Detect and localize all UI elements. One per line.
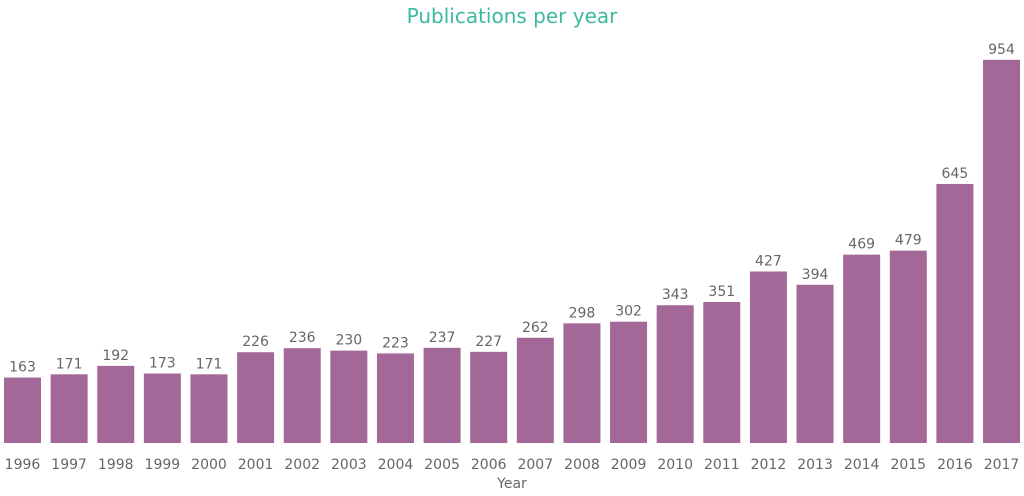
bar-2003 <box>330 350 368 443</box>
bar-2009 <box>610 321 648 443</box>
data-label-1996: 163 <box>9 360 36 376</box>
chart-title: Publications per year <box>406 4 618 28</box>
bar-2005 <box>423 347 461 443</box>
bar-2011 <box>703 302 741 443</box>
data-label-2012: 427 <box>755 254 782 270</box>
bar-2002 <box>283 348 321 443</box>
bar-2013 <box>796 284 834 443</box>
x-tick-label-2008: 2008 <box>564 457 600 473</box>
x-tick-label-2012: 2012 <box>751 457 787 473</box>
bar-1997 <box>50 374 88 443</box>
bar-2001 <box>237 352 275 443</box>
bar-2007 <box>516 337 554 443</box>
data-label-1997: 171 <box>56 356 83 372</box>
bar-1998 <box>97 365 135 443</box>
data-label-2000: 171 <box>196 356 223 372</box>
data-label-2016: 645 <box>942 166 969 182</box>
bar-1996 <box>4 377 41 443</box>
x-tick-label-2017: 2017 <box>984 457 1020 473</box>
x-tick-label-2009: 2009 <box>611 457 647 473</box>
x-tick-label-2003: 2003 <box>331 457 367 473</box>
data-label-2009: 302 <box>615 304 642 320</box>
data-label-2011: 351 <box>708 284 735 300</box>
x-tick-label-2004: 2004 <box>378 457 414 473</box>
bar-2012 <box>749 271 787 443</box>
x-tick-label-1996: 1996 <box>5 457 41 473</box>
x-tick-label-2006: 2006 <box>471 457 507 473</box>
x-tick-label-1999: 1999 <box>145 457 181 473</box>
x-tick-label-2016: 2016 <box>937 457 973 473</box>
x-tick-label-2014: 2014 <box>844 457 880 473</box>
bar-1999 <box>143 373 181 443</box>
data-label-2004: 223 <box>382 335 409 351</box>
x-tick-label-2010: 2010 <box>657 457 693 473</box>
x-tick-label-2002: 2002 <box>284 457 320 473</box>
bar-2006 <box>470 351 508 443</box>
x-tick-label-2013: 2013 <box>797 457 833 473</box>
bar-2004 <box>376 353 414 443</box>
data-label-2014: 469 <box>848 237 875 253</box>
bar-2015 <box>889 250 927 443</box>
x-tick-label-1997: 1997 <box>51 457 87 473</box>
data-label-2003: 230 <box>335 333 362 349</box>
x-tick-label-2015: 2015 <box>890 457 926 473</box>
x-tick-label-2011: 2011 <box>704 457 740 473</box>
x-tick-label-2001: 2001 <box>238 457 274 473</box>
x-tick-label-2005: 2005 <box>424 457 460 473</box>
x-tick-label-2000: 2000 <box>191 457 227 473</box>
bar-2014 <box>843 254 881 443</box>
data-label-2015: 479 <box>895 233 922 249</box>
data-label-2005: 237 <box>429 330 456 346</box>
x-tick-label-1998: 1998 <box>98 457 134 473</box>
data-label-2007: 262 <box>522 320 549 336</box>
bar-2017 <box>983 59 1021 444</box>
bar-2008 <box>563 323 601 443</box>
x-axis-label: Year <box>497 476 527 492</box>
x-tick-label-2007: 2007 <box>517 457 553 473</box>
data-label-2017: 954 <box>988 42 1015 58</box>
bar-2000 <box>190 374 228 443</box>
bar-2016 <box>936 183 974 443</box>
data-label-2002: 236 <box>289 330 316 346</box>
bar-2010 <box>656 305 694 443</box>
data-label-2010: 343 <box>662 287 689 303</box>
data-label-2006: 227 <box>475 334 502 350</box>
data-label-2013: 394 <box>802 267 829 283</box>
data-label-1998: 192 <box>102 348 129 364</box>
data-label-2008: 298 <box>569 305 596 321</box>
data-label-2001: 226 <box>242 334 269 350</box>
data-label-1999: 173 <box>149 356 176 372</box>
